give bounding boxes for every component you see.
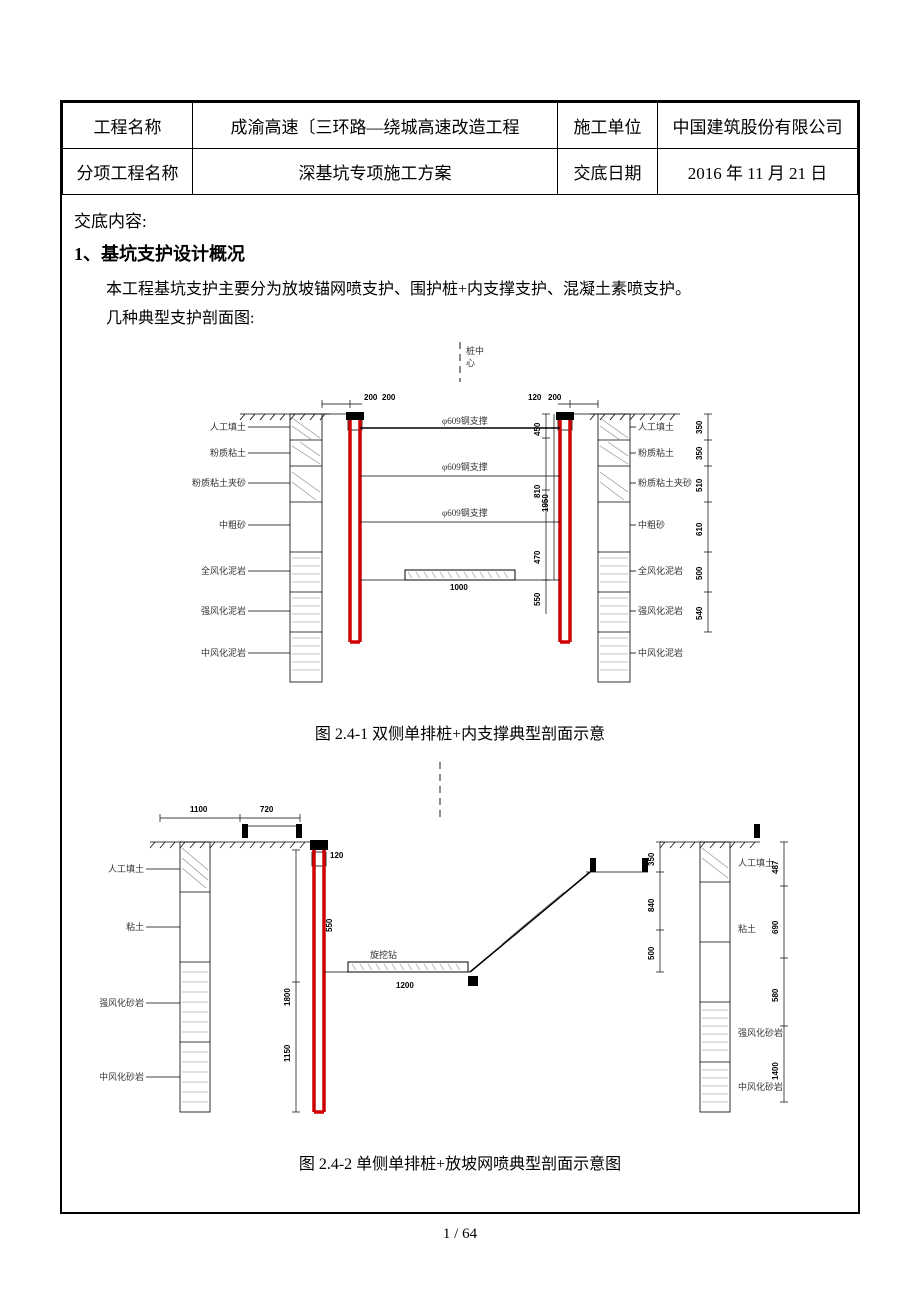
page-number: 1 / 64 [60,1226,860,1243]
paragraph-2: 几种典型支护剖面图: [74,305,846,332]
figure-2-4-1-caption: 图 2.4-1 双侧单排桩+内支撑典型剖面示意 [74,720,846,744]
svg-text:1800: 1800 [283,988,292,1006]
svg-text:610: 610 [695,522,704,536]
svg-text:350: 350 [647,852,656,866]
svg-text:人工填土: 人工填土 [638,421,674,432]
svg-text:500: 500 [647,946,656,960]
subproject-name-value: 深基坑专项施工方案 [193,149,558,195]
figure-2-4-2-svg: 1100 720 [100,762,820,1142]
svg-text:粉质粘土: 粉质粘土 [638,447,674,458]
svg-text:中风化砂岩: 中风化砂岩 [100,1071,144,1082]
svg-text:1150: 1150 [283,1044,292,1062]
svg-text:粉质粘土夹砂: 粉质粘土夹砂 [638,477,692,488]
subproject-name-label: 分项工程名称 [63,149,193,195]
svg-text:120: 120 [330,851,344,860]
svg-text:540: 540 [695,606,704,620]
figure-2-4-1-svg: 桩中 心 [150,342,770,712]
svg-text:φ609钢支撑: φ609钢支撑 [442,507,488,518]
project-name-label: 工程名称 [63,103,193,149]
svg-text:桩中: 桩中 [466,345,484,356]
svg-text:200: 200 [364,393,378,402]
svg-text:中粗砂: 中粗砂 [638,519,665,530]
svg-text:中粗砂: 中粗砂 [219,519,246,530]
project-name-value: 成渝高速〔三环路—绕城高速改造工程 [193,103,558,149]
svg-text:120: 120 [528,393,542,402]
svg-text:粘土: 粘土 [126,921,144,932]
contractor-label: 施工单位 [558,103,658,149]
svg-text:350: 350 [695,420,704,434]
svg-text:全风化泥岩: 全风化泥岩 [201,565,246,576]
header-table: 工程名称 成渝高速〔三环路—绕城高速改造工程 施工单位 中国建筑股份有限公司 分… [62,102,858,195]
svg-text:1200: 1200 [396,981,414,990]
svg-text:350: 350 [695,446,704,460]
svg-text:中风化泥岩: 中风化泥岩 [638,647,683,658]
svg-text:人工填土: 人工填土 [210,421,246,432]
svg-text:487: 487 [771,860,780,874]
figure-2-4-2-caption: 图 2.4-2 单侧单排桩+放坡网喷典型剖面示意图 [74,1150,846,1174]
svg-text:φ609钢支撑: φ609钢支撑 [442,461,488,472]
disclosure-date-value: 2016 年 11 月 21 日 [658,149,858,195]
svg-text:粘土: 粘土 [738,923,756,934]
svg-text:550: 550 [533,592,542,606]
svg-text:690: 690 [771,920,780,934]
svg-text:中风化砂岩: 中风化砂岩 [738,1081,783,1092]
svg-text:强风化砂岩: 强风化砂岩 [738,1027,783,1038]
svg-text:580: 580 [771,988,780,1002]
svg-text:旋挖钻: 旋挖钻 [370,949,397,960]
svg-text:全风化泥岩: 全风化泥岩 [638,565,683,576]
svg-text:550: 550 [325,918,334,932]
document-body: 交底内容: 1、基坑支护设计概况 本工程基坑支护主要分为放坡锚网喷支护、围护桩+… [62,195,858,1212]
paragraph-1: 本工程基坑支护主要分为放坡锚网喷支护、围护桩+内支撑支护、混凝土素喷支护。 [74,276,846,303]
svg-text:粉质粘土: 粉质粘土 [210,447,246,458]
svg-text:470: 470 [533,550,542,564]
svg-text:510: 510 [695,478,704,492]
disclosure-content-label: 交底内容: [74,207,846,232]
svg-text:中风化泥岩: 中风化泥岩 [201,647,246,658]
svg-text:840: 840 [647,898,656,912]
svg-text:强风化泥岩: 强风化泥岩 [201,605,246,616]
svg-text:心: 心 [466,358,475,368]
svg-text:1950: 1950 [541,494,550,512]
svg-text:粉质粘土夹砂: 粉质粘土夹砂 [192,477,246,488]
svg-text:500: 500 [695,566,704,580]
svg-text:1100: 1100 [190,805,208,814]
section-1-title: 1、基坑支护设计概况 [74,240,846,266]
disclosure-date-label: 交底日期 [558,149,658,195]
document-frame: 工程名称 成渝高速〔三环路—绕城高速改造工程 施工单位 中国建筑股份有限公司 分… [60,100,860,1214]
svg-text:200: 200 [548,393,562,402]
svg-text:1000: 1000 [450,583,468,592]
svg-text:强风化泥岩: 强风化泥岩 [638,605,683,616]
svg-text:强风化砂岩: 强风化砂岩 [100,997,144,1008]
svg-text:200: 200 [382,393,396,402]
svg-text:φ609钢支撑: φ609钢支撑 [442,415,488,426]
contractor-value: 中国建筑股份有限公司 [658,103,858,149]
svg-text:720: 720 [260,805,274,814]
svg-text:1400: 1400 [771,1062,780,1080]
svg-text:人工填土: 人工填土 [738,857,774,868]
figure-2-4-2: 1100 720 [74,762,846,1174]
figure-2-4-1: 桩中 心 [74,342,846,744]
svg-text:人工填土: 人工填土 [108,863,144,874]
svg-text:450: 450 [533,422,542,436]
